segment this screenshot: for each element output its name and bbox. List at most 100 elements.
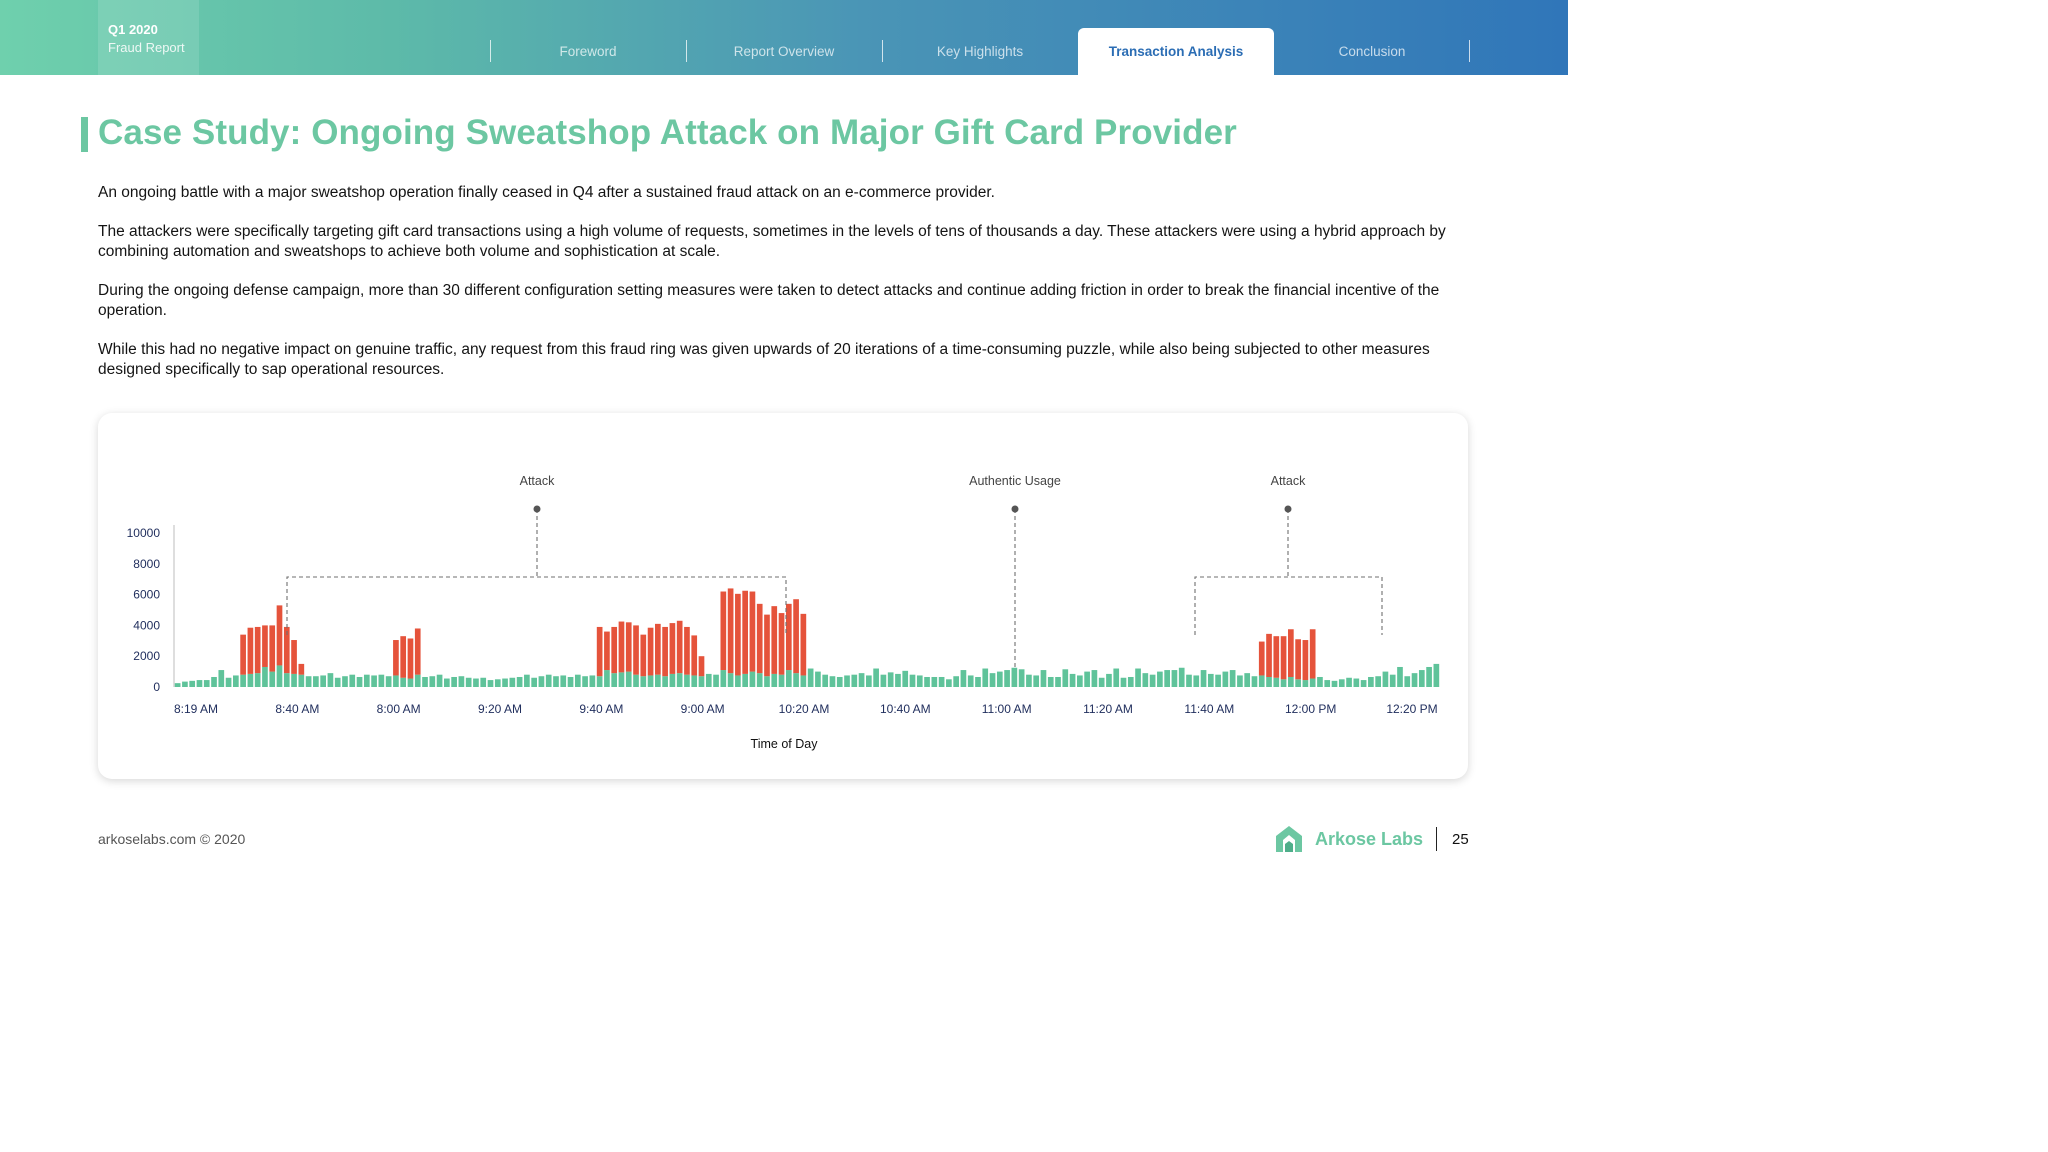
bar-genuine [494,679,501,687]
nav-separator [1469,40,1470,62]
bar-genuine [938,676,945,687]
bar-genuine [807,668,814,687]
bar-genuine [567,676,574,687]
page-title: Case Study: Ongoing Sweatshop Attack on … [98,113,1237,152]
bar-genuine [880,674,887,687]
bar-genuine [211,676,217,687]
bar-genuine [866,675,872,687]
bar-attack [800,613,807,676]
y-tick-label: 4000 [133,618,160,632]
bar-genuine [895,673,901,687]
bar-genuine [465,677,472,687]
bar-attack [742,590,748,674]
bar-attack [1295,639,1301,680]
bar-genuine [1433,663,1440,687]
chart-card: 0 2000 4000 6000 8000 10000 8:19 AM 8:40 AM 8:00… [98,413,1468,779]
bar-genuine [174,683,181,687]
annotation-dot [1284,505,1292,513]
x-tick-label: 11:20 AM [1083,702,1133,716]
bar-attack [393,640,399,676]
bar-genuine [611,673,618,687]
y-tick-label: 8000 [133,557,160,571]
bar-genuine [320,675,326,687]
bar-genuine [844,675,850,687]
bar-genuine [647,675,654,687]
bar-genuine [1360,680,1367,687]
bar-attack [1266,633,1272,677]
bar-attack [262,625,268,667]
bar-attack [618,621,625,673]
bar-genuine [735,675,741,687]
bar-attack [684,626,690,675]
tab-key-highlights[interactable]: Key Highlights [882,28,1078,75]
bar-attack [793,599,799,674]
transaction-chart: 0 2000 4000 6000 8000 10000 8:19 AM 8:40 AM 8:00… [127,474,1440,751]
bar-genuine [953,676,959,687]
bar-genuine [625,671,632,687]
bar-genuine [1084,671,1090,687]
bar-genuine [713,674,719,687]
y-tick-label: 6000 [133,588,160,602]
bar-genuine [531,677,537,687]
bar-genuine [451,676,457,687]
x-axis-title: Time of Day [751,737,819,751]
bar-genuine [189,680,196,687]
y-tick-label: 10000 [127,526,161,540]
bar-genuine [305,676,312,687]
bar-genuine [946,679,952,687]
bar-genuine [1244,673,1251,687]
bar-genuine [1149,674,1156,687]
bar-genuine [407,678,414,687]
bar-genuine [691,675,698,687]
body-paragraph: The attackers were specifically targetin… [98,223,1446,260]
bar-genuine [960,670,967,687]
bar-genuine [283,673,290,687]
bar-genuine [334,677,341,687]
bar-genuine [1091,670,1098,687]
bar-genuine [1106,673,1112,687]
bar-genuine [1077,675,1083,687]
bar-attack [269,625,276,672]
tab-conclusion[interactable]: Conclusion [1274,28,1470,75]
bar-genuine [676,673,683,687]
tab-label: Foreword [559,44,617,59]
bar-genuine [444,678,450,687]
bar-attack [283,626,290,674]
bar-genuine [363,674,370,687]
bar-genuine [1331,680,1338,687]
bar-genuine [924,676,930,687]
x-tick-label: 12:00 PM [1285,702,1336,716]
bar-genuine [931,676,938,687]
bar-attack [240,634,246,675]
tab-foreword[interactable]: Foreword [490,28,686,75]
tab-report-overview[interactable]: Report Overview [686,28,882,75]
bar-attack [727,588,734,674]
bar-genuine [887,672,894,687]
bar-genuine [480,677,487,687]
tab-transaction-analysis[interactable]: Transaction Analysis [1078,28,1274,75]
bar-genuine [545,674,552,687]
intro-paragraph: An ongoing battle with a major sweatshop… [98,184,995,201]
bar-genuine [203,680,210,687]
bar-attack [298,663,305,675]
bar-genuine [742,673,748,687]
bar-genuine [1251,676,1258,687]
bar-attack [254,626,261,674]
bar-attack [604,631,610,671]
bar-attack [414,628,421,675]
bar-genuine [1127,676,1134,687]
x-tick-label: 11:40 AM [1184,702,1234,716]
bar-attack [749,591,756,672]
bar-genuine [553,676,559,687]
bar-genuine [1346,677,1352,687]
annotation-bracket [286,576,787,635]
x-tick-label: 10:40 AM [880,702,931,716]
bar-genuine [1375,676,1381,687]
bar-genuine [1047,676,1054,687]
report-brand-box: Q1 2020 Fraud Report [98,0,199,75]
tab-label: Transaction Analysis [1108,44,1244,59]
bar-genuine [618,672,625,687]
x-tick-label: 12:20 PM [1386,702,1437,716]
bar-genuine [684,674,690,687]
bar-genuine [1389,674,1396,687]
